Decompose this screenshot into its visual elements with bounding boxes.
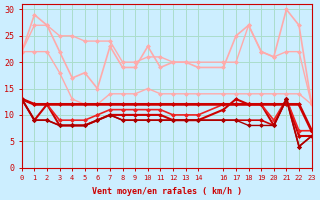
X-axis label: Vent moyen/en rafales ( km/h ): Vent moyen/en rafales ( km/h ) — [92, 187, 242, 196]
